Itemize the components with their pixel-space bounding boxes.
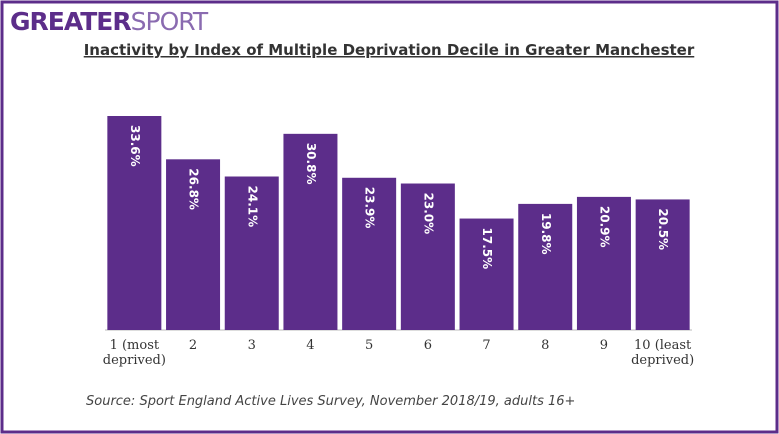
x-tick-label: 5	[365, 338, 374, 353]
chart-title: Inactivity by Index of Multiple Deprivat…	[84, 41, 695, 59]
bar	[166, 159, 221, 330]
value-label: 26.8%	[187, 168, 201, 210]
bar	[224, 176, 279, 330]
x-tick-label: 7	[482, 338, 491, 353]
bar	[518, 203, 573, 330]
logo-part: SPORT	[131, 7, 209, 36]
x-tick-label: 1 (most deprived)	[102, 338, 166, 368]
x-tick-label: 4	[306, 338, 315, 353]
bar	[342, 177, 397, 330]
bar	[635, 199, 690, 330]
x-tick-label: 8	[541, 338, 550, 353]
value-label: 23.9%	[363, 187, 377, 229]
bar	[400, 183, 455, 330]
x-tick-label: 9	[599, 338, 609, 353]
logo-part: GREATER	[10, 7, 131, 36]
bar	[576, 196, 631, 330]
value-label: 20.5%	[656, 208, 670, 250]
value-label: 33.6%	[128, 125, 142, 167]
logo: GREATERSPORT	[10, 7, 209, 36]
x-tick-label: 10 (least deprived)	[631, 338, 695, 368]
x-tick-label: 3	[247, 338, 256, 353]
value-label: 23.0%	[421, 193, 435, 235]
value-label: 24.1%	[245, 186, 259, 228]
value-label: 30.8%	[304, 143, 318, 185]
x-tick-label: 6	[423, 338, 432, 353]
value-label: 20.9%	[597, 206, 611, 248]
bar	[283, 133, 338, 330]
source-note: Source: Sport England Active Lives Surve…	[86, 394, 575, 409]
bar	[459, 218, 514, 330]
value-label: 19.8%	[539, 213, 553, 255]
bar	[107, 116, 162, 330]
value-label: 17.5%	[480, 228, 494, 270]
x-tick-label: 2	[188, 338, 198, 353]
